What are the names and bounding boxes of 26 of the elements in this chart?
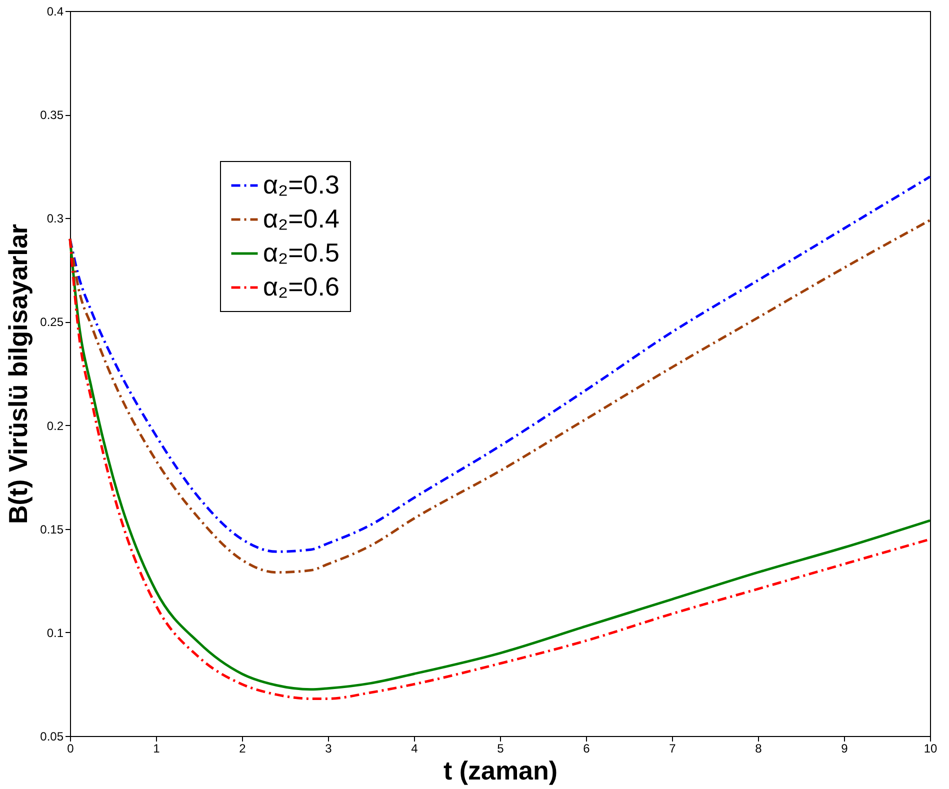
x-axis-title: t (zaman) [443, 756, 558, 786]
y-axis-title: B(t) Virüslü bilgisayarlar [3, 224, 34, 524]
y-tick-label: 0.15 [40, 522, 64, 536]
legend-label: α₂=0.5 [263, 238, 340, 268]
legend-label: α₂=0.3 [263, 170, 340, 200]
x-tick-label: 1 [153, 742, 160, 756]
x-tick-label: 6 [583, 742, 590, 756]
legend-label: α₂=0.6 [263, 272, 340, 302]
line-series [68, 175, 932, 553]
y-tick-label: 0.05 [40, 730, 64, 744]
y-tick-label: 0.2 [46, 418, 64, 433]
x-tick-label: 7 [669, 742, 676, 756]
y-tick-label: 0.3 [46, 212, 64, 226]
x-tick-label: 3 [325, 742, 332, 756]
x-tick-label: 5 [497, 742, 504, 756]
y-tick-label: 0.1 [46, 626, 64, 640]
y-tick-label: 0.25 [40, 315, 64, 330]
x-tick-label: 9 [841, 742, 848, 756]
legend-label: α₂=0.4 [263, 204, 340, 234]
x-tick-label: 10 [924, 742, 938, 756]
x-tick-label: 0 [67, 742, 74, 756]
x-tick-label: 2 [239, 742, 246, 756]
y-tick-label: 0.35 [40, 108, 64, 122]
y-tick-label: 0.4 [46, 4, 64, 18]
x-tick-label: 8 [755, 742, 762, 756]
x-tick-label: 4 [411, 742, 418, 756]
